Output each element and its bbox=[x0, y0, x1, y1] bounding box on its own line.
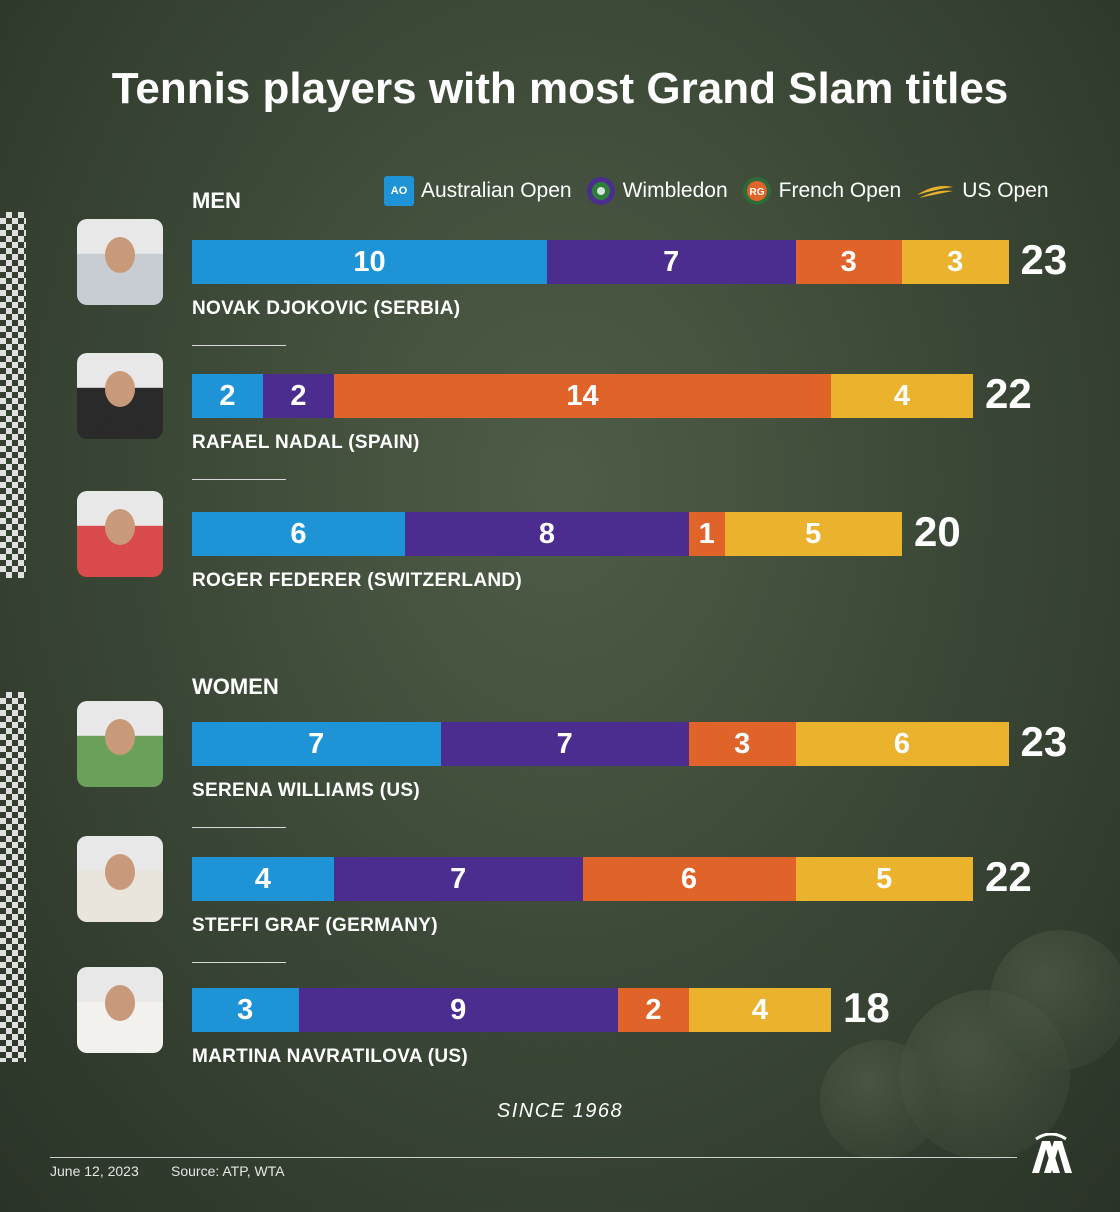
aa-logo-icon bbox=[1028, 1132, 1074, 1175]
player-separator bbox=[192, 479, 286, 480]
bar-segment-french-open: 14 bbox=[334, 374, 831, 418]
bar-segment-french-open: 3 bbox=[689, 722, 796, 766]
background-ball-decoration bbox=[990, 930, 1120, 1070]
background-ball-decoration bbox=[820, 1040, 940, 1160]
chart-title: Tennis players with most Grand Slam titl… bbox=[111, 64, 1009, 113]
legend-label: French Open bbox=[778, 179, 902, 202]
bar-segment-wimbledon: 7 bbox=[547, 240, 796, 284]
legend: AO Australian Open Wimbledon RG French O… bbox=[384, 176, 1063, 206]
bar-segment-us-open: 6 bbox=[795, 722, 1009, 766]
player-separator bbox=[192, 345, 286, 346]
player-name: STEFFI GRAF (GERMANY) bbox=[192, 915, 438, 936]
wimbledon-logo-icon bbox=[586, 176, 616, 206]
svg-text:RG: RG bbox=[749, 187, 764, 198]
legend-label: US Open bbox=[962, 179, 1049, 202]
ao-logo-icon: AO bbox=[384, 176, 414, 206]
footer-date: June 12, 2023 bbox=[50, 1163, 139, 1179]
bar-segment-wimbledon: 2 bbox=[263, 374, 334, 418]
bar-segment-wimbledon: 7 bbox=[440, 722, 689, 766]
legend-item-us-open: US Open bbox=[915, 176, 1049, 206]
french-open-logo-icon: RG bbox=[742, 176, 772, 206]
player-name: MARTINA NAVRATILOVA (US) bbox=[192, 1046, 468, 1067]
bar-total-label: 18 bbox=[843, 984, 890, 1031]
bar-total-label: 22 bbox=[985, 370, 1032, 417]
bar-total-label: 20 bbox=[914, 508, 961, 555]
women-section-label: WOMEN bbox=[192, 674, 279, 699]
bar-segment-australian-open: 2 bbox=[192, 374, 263, 418]
legend-item-french-open: RG French Open bbox=[742, 176, 902, 206]
bar-segment-us-open: 3 bbox=[902, 240, 1009, 284]
bar-segment-wimbledon: 9 bbox=[298, 988, 618, 1032]
player-avatar bbox=[77, 219, 163, 305]
legend-item-australian-open: AO Australian Open bbox=[384, 176, 572, 206]
bar-segment-australian-open: 7 bbox=[192, 722, 441, 766]
player-avatar bbox=[77, 967, 163, 1053]
bar-total-label: 23 bbox=[1020, 718, 1068, 765]
bar-segment-australian-open: 4 bbox=[192, 857, 334, 901]
player-name: RAFAEL NADAL (SPAIN) bbox=[192, 432, 420, 453]
bar-segment-australian-open: 10 bbox=[192, 240, 547, 284]
checker-pattern-decoration bbox=[0, 212, 26, 578]
bar-segment-wimbledon: 8 bbox=[405, 512, 689, 556]
bar-segment-wimbledon: 7 bbox=[334, 857, 583, 901]
bar-segment-australian-open: 6 bbox=[192, 512, 405, 556]
player-avatar bbox=[77, 701, 163, 787]
bar-total-label: 23 bbox=[1020, 236, 1068, 283]
footer-divider bbox=[50, 1157, 1017, 1158]
legend-item-wimbledon: Wimbledon bbox=[586, 176, 728, 206]
stacked-bar: 2 2 14 4 bbox=[192, 374, 973, 418]
bar-segment-us-open: 5 bbox=[724, 512, 902, 556]
player-name: SERENA WILLIAMS (US) bbox=[192, 780, 421, 801]
player-avatar bbox=[77, 353, 163, 439]
men-section-label: MEN bbox=[192, 188, 241, 213]
bar-segment-french-open: 3 bbox=[795, 240, 902, 284]
us-open-logo-icon bbox=[915, 176, 955, 206]
footer-source: Source: ATP, WTA bbox=[171, 1163, 285, 1179]
bar-total-label: 22 bbox=[985, 853, 1032, 900]
legend-label: Wimbledon bbox=[622, 179, 728, 202]
player-separator bbox=[192, 962, 286, 963]
player-avatar bbox=[77, 491, 163, 577]
player-name: NOVAK DJOKOVIC (SERBIA) bbox=[192, 298, 461, 319]
bar-segment-australian-open: 3 bbox=[192, 988, 299, 1032]
stacked-bar: 10 7 3 3 bbox=[192, 240, 1009, 284]
bar-segment-us-open: 4 bbox=[831, 374, 973, 418]
player-name: ROGER FEDERER (SWITZERLAND) bbox=[192, 570, 523, 591]
bar-segment-french-open: 1 bbox=[689, 512, 725, 556]
checker-pattern-decoration bbox=[0, 692, 26, 1062]
bar-segment-us-open: 5 bbox=[795, 857, 973, 901]
since-note: SINCE 1968 bbox=[496, 1100, 624, 1122]
bar-segment-french-open: 6 bbox=[582, 857, 796, 901]
legend-label: Australian Open bbox=[421, 179, 572, 202]
player-avatar bbox=[77, 836, 163, 922]
bar-segment-us-open: 4 bbox=[689, 988, 831, 1032]
bar-segment-french-open: 2 bbox=[618, 988, 689, 1032]
player-separator bbox=[192, 827, 286, 828]
